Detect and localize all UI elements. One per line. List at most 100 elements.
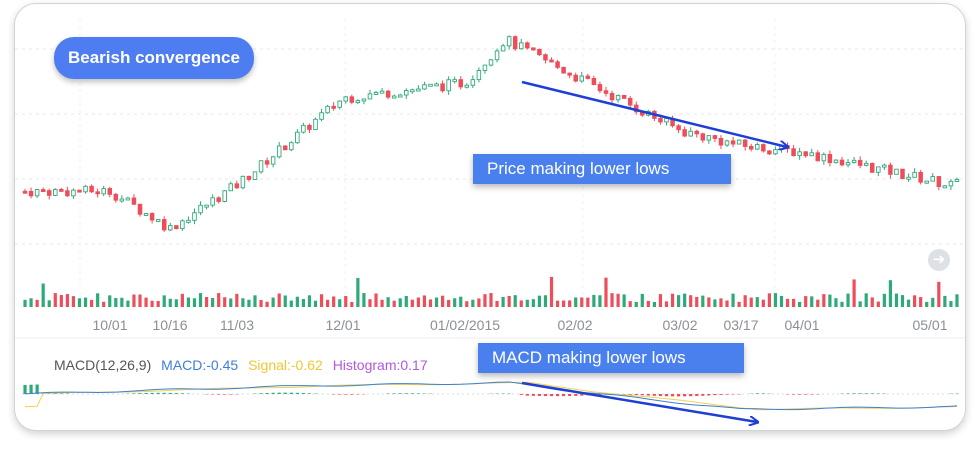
macd-histogram-bar — [725, 394, 729, 395]
volume-bar — [695, 296, 699, 307]
volume-bar — [229, 298, 233, 307]
volume-bar — [138, 294, 142, 307]
candle-body — [525, 42, 530, 49]
candle-body — [28, 190, 34, 197]
volume-bar — [719, 298, 723, 307]
candle-body — [379, 90, 385, 94]
candle-body — [519, 42, 524, 50]
candle-body — [246, 175, 252, 180]
macd-histogram-bar — [798, 394, 802, 395]
volume-bar — [198, 293, 203, 307]
volume-bar — [71, 296, 76, 307]
volume-bar — [731, 293, 735, 307]
grid-lines — [15, 19, 965, 309]
candle-body — [83, 185, 88, 193]
candle-body — [815, 152, 821, 162]
candle-body — [470, 79, 476, 86]
macd-histogram-bar — [580, 394, 584, 396]
volume-bar — [568, 300, 572, 307]
candle-body — [337, 100, 342, 108]
volume-bar — [416, 297, 420, 307]
volume-bar — [810, 296, 814, 307]
volume-bar — [876, 301, 880, 307]
macd-histogram-bar — [132, 393, 136, 394]
candle-body — [621, 94, 627, 99]
volume-bar — [864, 293, 868, 307]
macd-trend-arrow — [521, 381, 757, 422]
macd-histogram-bar — [283, 392, 287, 394]
volume-bar — [344, 296, 348, 307]
candle-body — [295, 131, 300, 144]
macd-histogram-bar — [59, 393, 63, 394]
volume-bar — [664, 301, 669, 307]
candle-body — [428, 83, 433, 87]
macd-histogram-bar — [568, 394, 572, 397]
candle-body — [404, 90, 409, 96]
macd-histogram-bar — [683, 394, 687, 397]
x-tick-label: 10/01 — [92, 317, 127, 333]
volume-bar — [114, 298, 118, 307]
candle-body — [22, 190, 28, 194]
volume-bar — [144, 297, 148, 307]
candle-body — [270, 156, 276, 165]
volume-bar — [658, 294, 663, 307]
volume-bar — [652, 301, 656, 307]
candle-body — [476, 70, 482, 81]
macd-histogram-bar — [271, 392, 275, 394]
macd-histogram-bar — [138, 393, 142, 394]
candle-body — [809, 152, 814, 157]
volume-bar — [779, 295, 784, 307]
volume-bar — [592, 294, 596, 307]
volume-bar — [822, 294, 826, 307]
candle-body — [900, 168, 905, 180]
volume-bar — [761, 299, 765, 307]
macd-histogram-bar — [350, 394, 354, 395]
candle-body — [627, 97, 633, 106]
volume-bar — [955, 294, 959, 307]
volume-bar — [356, 277, 360, 307]
volume-bar — [35, 299, 39, 307]
volume-bar — [640, 293, 644, 307]
candle-body — [464, 84, 470, 88]
volume-bar — [108, 295, 112, 307]
volume-bar — [459, 296, 463, 307]
volume-bar — [683, 293, 687, 307]
candle-body — [161, 219, 167, 231]
volume-bar — [23, 299, 27, 307]
candle-body — [53, 188, 58, 196]
volume-bar — [374, 293, 378, 307]
macd-histogram-bar — [652, 394, 656, 396]
candle-body — [555, 61, 560, 68]
macd-histogram-bar — [404, 393, 408, 394]
candle-body — [452, 79, 457, 83]
candle-body — [252, 171, 258, 180]
candle-body — [331, 105, 336, 109]
candle-body — [397, 94, 403, 98]
volume-bar — [677, 295, 681, 307]
volume-bar — [906, 299, 911, 307]
volume-bar — [737, 301, 741, 307]
volume-bar — [204, 297, 209, 307]
volume-bar — [102, 301, 106, 307]
volume-bar — [428, 299, 433, 307]
volume-bar — [670, 293, 675, 307]
macd-histogram-bar — [259, 393, 263, 394]
chevron-right-icon[interactable]: ➜ — [928, 249, 950, 271]
volume-bar — [931, 297, 935, 307]
volume-bar — [126, 300, 130, 307]
candle-body — [276, 145, 282, 158]
candle-body — [736, 139, 742, 145]
macd-histogram-bar — [537, 394, 542, 396]
candle-body — [488, 59, 494, 66]
volume-bar — [447, 299, 451, 307]
volume-bar — [483, 294, 487, 307]
volume-bar — [828, 294, 832, 307]
candle-body — [258, 160, 264, 173]
volume-bar — [186, 297, 191, 307]
candle-body — [658, 117, 663, 123]
candle-body — [821, 153, 827, 162]
candle-body — [440, 83, 445, 92]
candle-body — [797, 151, 802, 157]
macd-histogram-bar — [211, 394, 215, 395]
candle-body — [742, 139, 748, 147]
